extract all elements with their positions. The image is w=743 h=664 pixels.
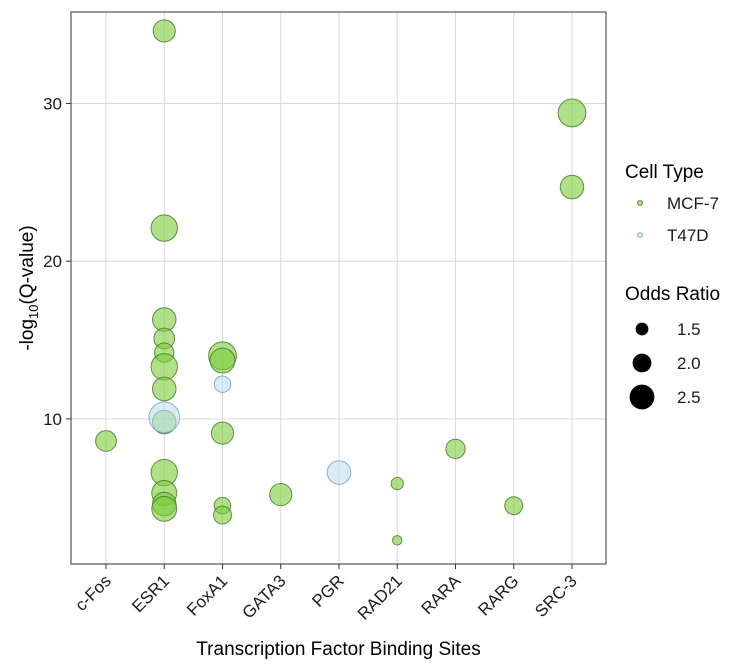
x-tick-label: RARA — [417, 571, 464, 618]
data-point-mcf-7 — [209, 347, 236, 374]
y-tick-label: 20 — [43, 252, 62, 271]
x-tick-label: FoxA1 — [183, 571, 231, 619]
y-axis-title: -log10(Q-value) — [17, 225, 41, 350]
legend-label-cell-type: T47D — [667, 226, 709, 245]
data-point-mcf-7 — [95, 430, 117, 452]
legend-title-odds-ratio: Odds Ratio — [625, 284, 720, 305]
data-point-mcf-7 — [151, 495, 178, 522]
x-axis-title: Transcription Factor Binding Sites — [196, 639, 480, 660]
legend-swatch-t47d — [637, 232, 643, 238]
y-axis-title-base: -log — [17, 319, 38, 351]
data-point-mcf-7 — [557, 98, 587, 128]
x-tick-label: PGR — [308, 571, 347, 610]
x-tick-label: c-Fos — [71, 571, 114, 614]
x-axis-ticks: c-Fos ESR1 FoxA1 GATA3 PGR RAD21 RARA RARG SRC-3 — [71, 564, 581, 624]
x-tick-label: SRC-3 — [531, 571, 581, 621]
y-axis-ticks: 10 20 30 — [43, 94, 71, 429]
data-point-mcf-7 — [150, 353, 178, 381]
legend-title-cell-type: Cell Type — [625, 162, 704, 183]
data-point-mcf-7 — [210, 421, 235, 445]
x-tick-label: RAD21 — [354, 571, 406, 623]
data-point-mcf-7 — [151, 376, 177, 402]
legend: Cell Type MCF-7 T47D Odds Ratio 1.5 2.0 2.5 — [625, 162, 720, 410]
data-point-mcf-7 — [152, 19, 176, 43]
legend-label-cell-type: MCF-7 — [667, 194, 719, 213]
legend-size-marker — [632, 353, 652, 373]
data-point-mcf-7 — [392, 535, 403, 546]
data-point-t47d — [213, 375, 232, 393]
x-tick-label: ESR1 — [128, 571, 173, 616]
legend-label-odds-ratio: 2.5 — [677, 388, 701, 407]
data-point-mcf-7 — [445, 438, 466, 460]
legend-odds-ratio: 1.5 2.0 2.5 — [629, 320, 701, 410]
legend-size-marker — [629, 384, 655, 410]
x-tick-label: GATA3 — [239, 571, 290, 622]
data-point-t47d — [326, 460, 352, 485]
y-tick-label: 30 — [43, 94, 62, 113]
legend-size-marker — [635, 322, 649, 336]
legend-swatch-mcf-7 — [637, 200, 643, 206]
data-point-mcf-7 — [559, 174, 585, 200]
data-point-mcf-7 — [390, 476, 404, 491]
data-point-mcf-7 — [150, 214, 178, 242]
data-point-mcf-7 — [213, 505, 232, 525]
data-point-mcf-7 — [269, 483, 293, 507]
data-point-mcf-7 — [504, 496, 524, 516]
legend-label-odds-ratio: 2.0 — [677, 354, 701, 373]
data-point-t47d — [148, 401, 181, 434]
legend-label-odds-ratio: 1.5 — [677, 320, 701, 339]
x-tick-label: RARG — [474, 571, 522, 619]
y-axis-title-subscript: 10 — [26, 305, 41, 319]
legend-cell-type: MCF-7 T47D — [637, 194, 719, 245]
data-points — [95, 19, 587, 546]
grid-lines — [71, 12, 606, 564]
y-tick-label: 10 — [43, 410, 62, 429]
y-axis-title-rest: (Q-value) — [17, 225, 38, 304]
